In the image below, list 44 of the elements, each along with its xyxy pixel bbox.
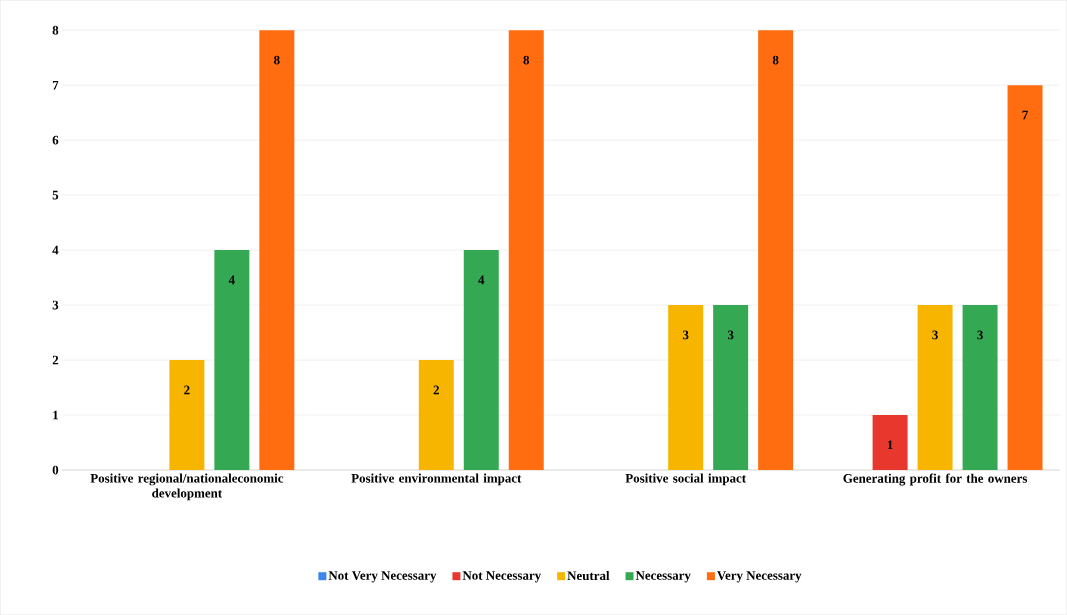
x-tick-label: Positive regional/nationaleconomic development [90,473,284,501]
data-label: 3 [682,330,689,340]
bar [1007,85,1043,470]
legend-label: Very Necessary [717,571,802,583]
bar [917,305,953,470]
x-tick-label: Positive social impact [625,473,747,486]
legend-label: Not Very Necessary [328,571,437,583]
data-label: 7 [1022,110,1028,120]
y-tick-label: 1 [53,410,58,420]
data-label: 1 [887,440,893,450]
data-label: 3 [727,330,734,340]
y-tick-label: 4 [52,245,59,255]
bar [962,305,998,470]
y-tick-label: 2 [52,355,59,365]
bar [169,359,205,470]
data-label: 4 [478,275,485,285]
legend-label: Not Necessary [462,571,542,583]
data-label: 2 [184,385,190,395]
bar [259,30,295,470]
data-label: 3 [932,330,938,340]
data-label: 8 [274,55,280,65]
bar [463,250,499,470]
bar [872,414,908,470]
data-label: 8 [772,55,779,65]
bar [713,305,749,470]
bar [668,305,704,470]
bar [508,30,544,470]
data-label: 2 [433,385,439,395]
data-label: 8 [523,55,530,65]
x-tick-label: Positive environmental impact [351,473,522,486]
y-tick-label: 7 [52,80,59,90]
bar [758,30,794,470]
legend-label: Necessary [635,571,691,583]
y-tick-label: 3 [52,300,59,310]
y-tick-label: 5 [52,190,59,200]
y-tick-label: 8 [52,25,59,35]
y-tick-label: 0 [52,465,59,475]
legend-label: Neutral [567,570,610,581]
x-tick-label: Generating profit for the owners [843,473,1028,486]
data-label: 3 [977,330,983,340]
bar [418,359,454,470]
data-label: 4 [228,275,235,285]
y-tick-label: 6 [52,135,59,145]
bar [214,250,250,470]
